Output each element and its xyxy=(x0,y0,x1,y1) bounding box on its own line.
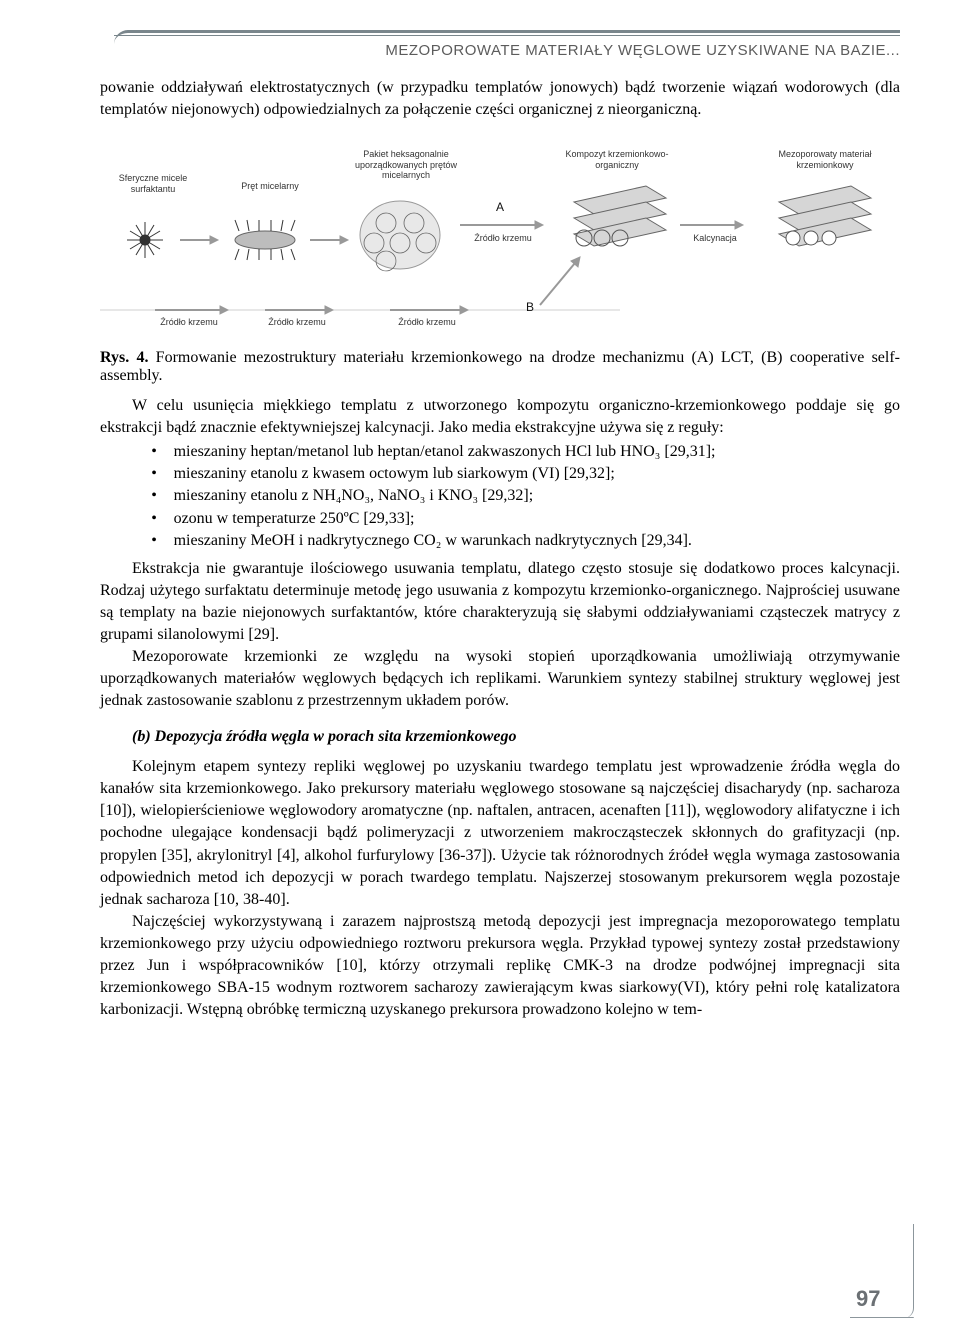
list-item: •ozonu w temperaturze 250ºC [29,33]; xyxy=(100,508,900,530)
page-number-ornament: 97 xyxy=(850,1224,914,1318)
bullet-text: mieszaniny heptan/metanol lub heptan/eta… xyxy=(174,441,900,463)
label-source-b1: Źródło krzemu xyxy=(154,317,224,327)
subsection-heading: (b) Depozycja źródła węgla w porach sita… xyxy=(132,728,900,746)
running-title: MEZOPOROWATE MATERIAŁY WĘGLOWE UZYSKIWAN… xyxy=(114,35,900,77)
list-item: •mieszaniny etanolu z kwasem octowym lub… xyxy=(100,463,900,485)
bullet-text: mieszaniny etanolu z NH₄NO₃, NaNO₃ i KNO… xyxy=(174,485,900,507)
label-source-b2: Źródło krzemu xyxy=(262,317,332,327)
label-mesoporous: Mezoporowaty materiałkrzemionkowy xyxy=(760,149,890,170)
label-source-b3: Źródło krzemu xyxy=(392,317,462,327)
figure-4-caption: Rys. 4. Formowanie mezostruktury materia… xyxy=(100,349,900,385)
label-composite: Kompozyt krzemionkowo-organiczny xyxy=(552,149,682,170)
para-after-fig: W celu usunięcia miękkiego templatu z ut… xyxy=(100,395,900,439)
header-rule: MEZOPOROWATE MATERIAŁY WĘGLOWE UZYSKIWAN… xyxy=(114,30,900,77)
intro-paragraph: powanie oddziaływań elektrostatycznych (… xyxy=(100,77,900,121)
label-spherical-micelle: Sferyczne micelesurfaktantu xyxy=(108,173,198,194)
bullet-text: mieszaniny MeOH i nadkrytycznego CO₂ w w… xyxy=(174,530,900,552)
label-calcination: Kalcynacja xyxy=(685,233,745,243)
list-item: •mieszaniny etanolu z NH₄NO₃, NaNO₃ i KN… xyxy=(100,485,900,507)
figure-4-caption-num: Rys. 4. xyxy=(100,349,148,366)
page-number: 97 xyxy=(856,1286,880,1312)
para-after-bullets-1: Ekstrakcja nie gwarantuje ilościowego us… xyxy=(100,558,900,646)
figure-4-diagram: A xyxy=(100,135,900,345)
path-a-marker: A xyxy=(496,200,504,214)
label-source-a: Źródło krzemu xyxy=(468,233,538,243)
para-b1: Kolejnym etapem syntezy repliki węglowej… xyxy=(100,756,900,911)
para-after-bullets-2: Mezoporowate krzemionki ze względu na wy… xyxy=(100,646,900,712)
bullet-text: ozonu w temperaturze 250ºC [29,33]; xyxy=(174,508,900,530)
para-b2: Najczęściej wykorzystywaną i zarazem naj… xyxy=(100,911,900,1021)
list-item: •mieszaniny heptan/metanol lub heptan/et… xyxy=(100,441,900,463)
label-hex-packet: Pakiet heksagonalnieuporządkowanych pręt… xyxy=(346,149,466,180)
label-rod-micelle: Pręt micelarny xyxy=(230,181,310,191)
figure-4-caption-text: Formowanie mezostruktury materiału krzem… xyxy=(100,349,900,384)
bullet-list: •mieszaniny heptan/metanol lub heptan/et… xyxy=(100,441,900,551)
bullet-text: mieszaniny etanolu z kwasem octowym lub … xyxy=(174,463,900,485)
list-item: •mieszaniny MeOH i nadkrytycznego CO₂ w … xyxy=(100,530,900,552)
page: MEZOPOROWATE MATERIAŁY WĘGLOWE UZYSKIWAN… xyxy=(0,0,960,1344)
path-b-marker: B xyxy=(526,300,534,314)
